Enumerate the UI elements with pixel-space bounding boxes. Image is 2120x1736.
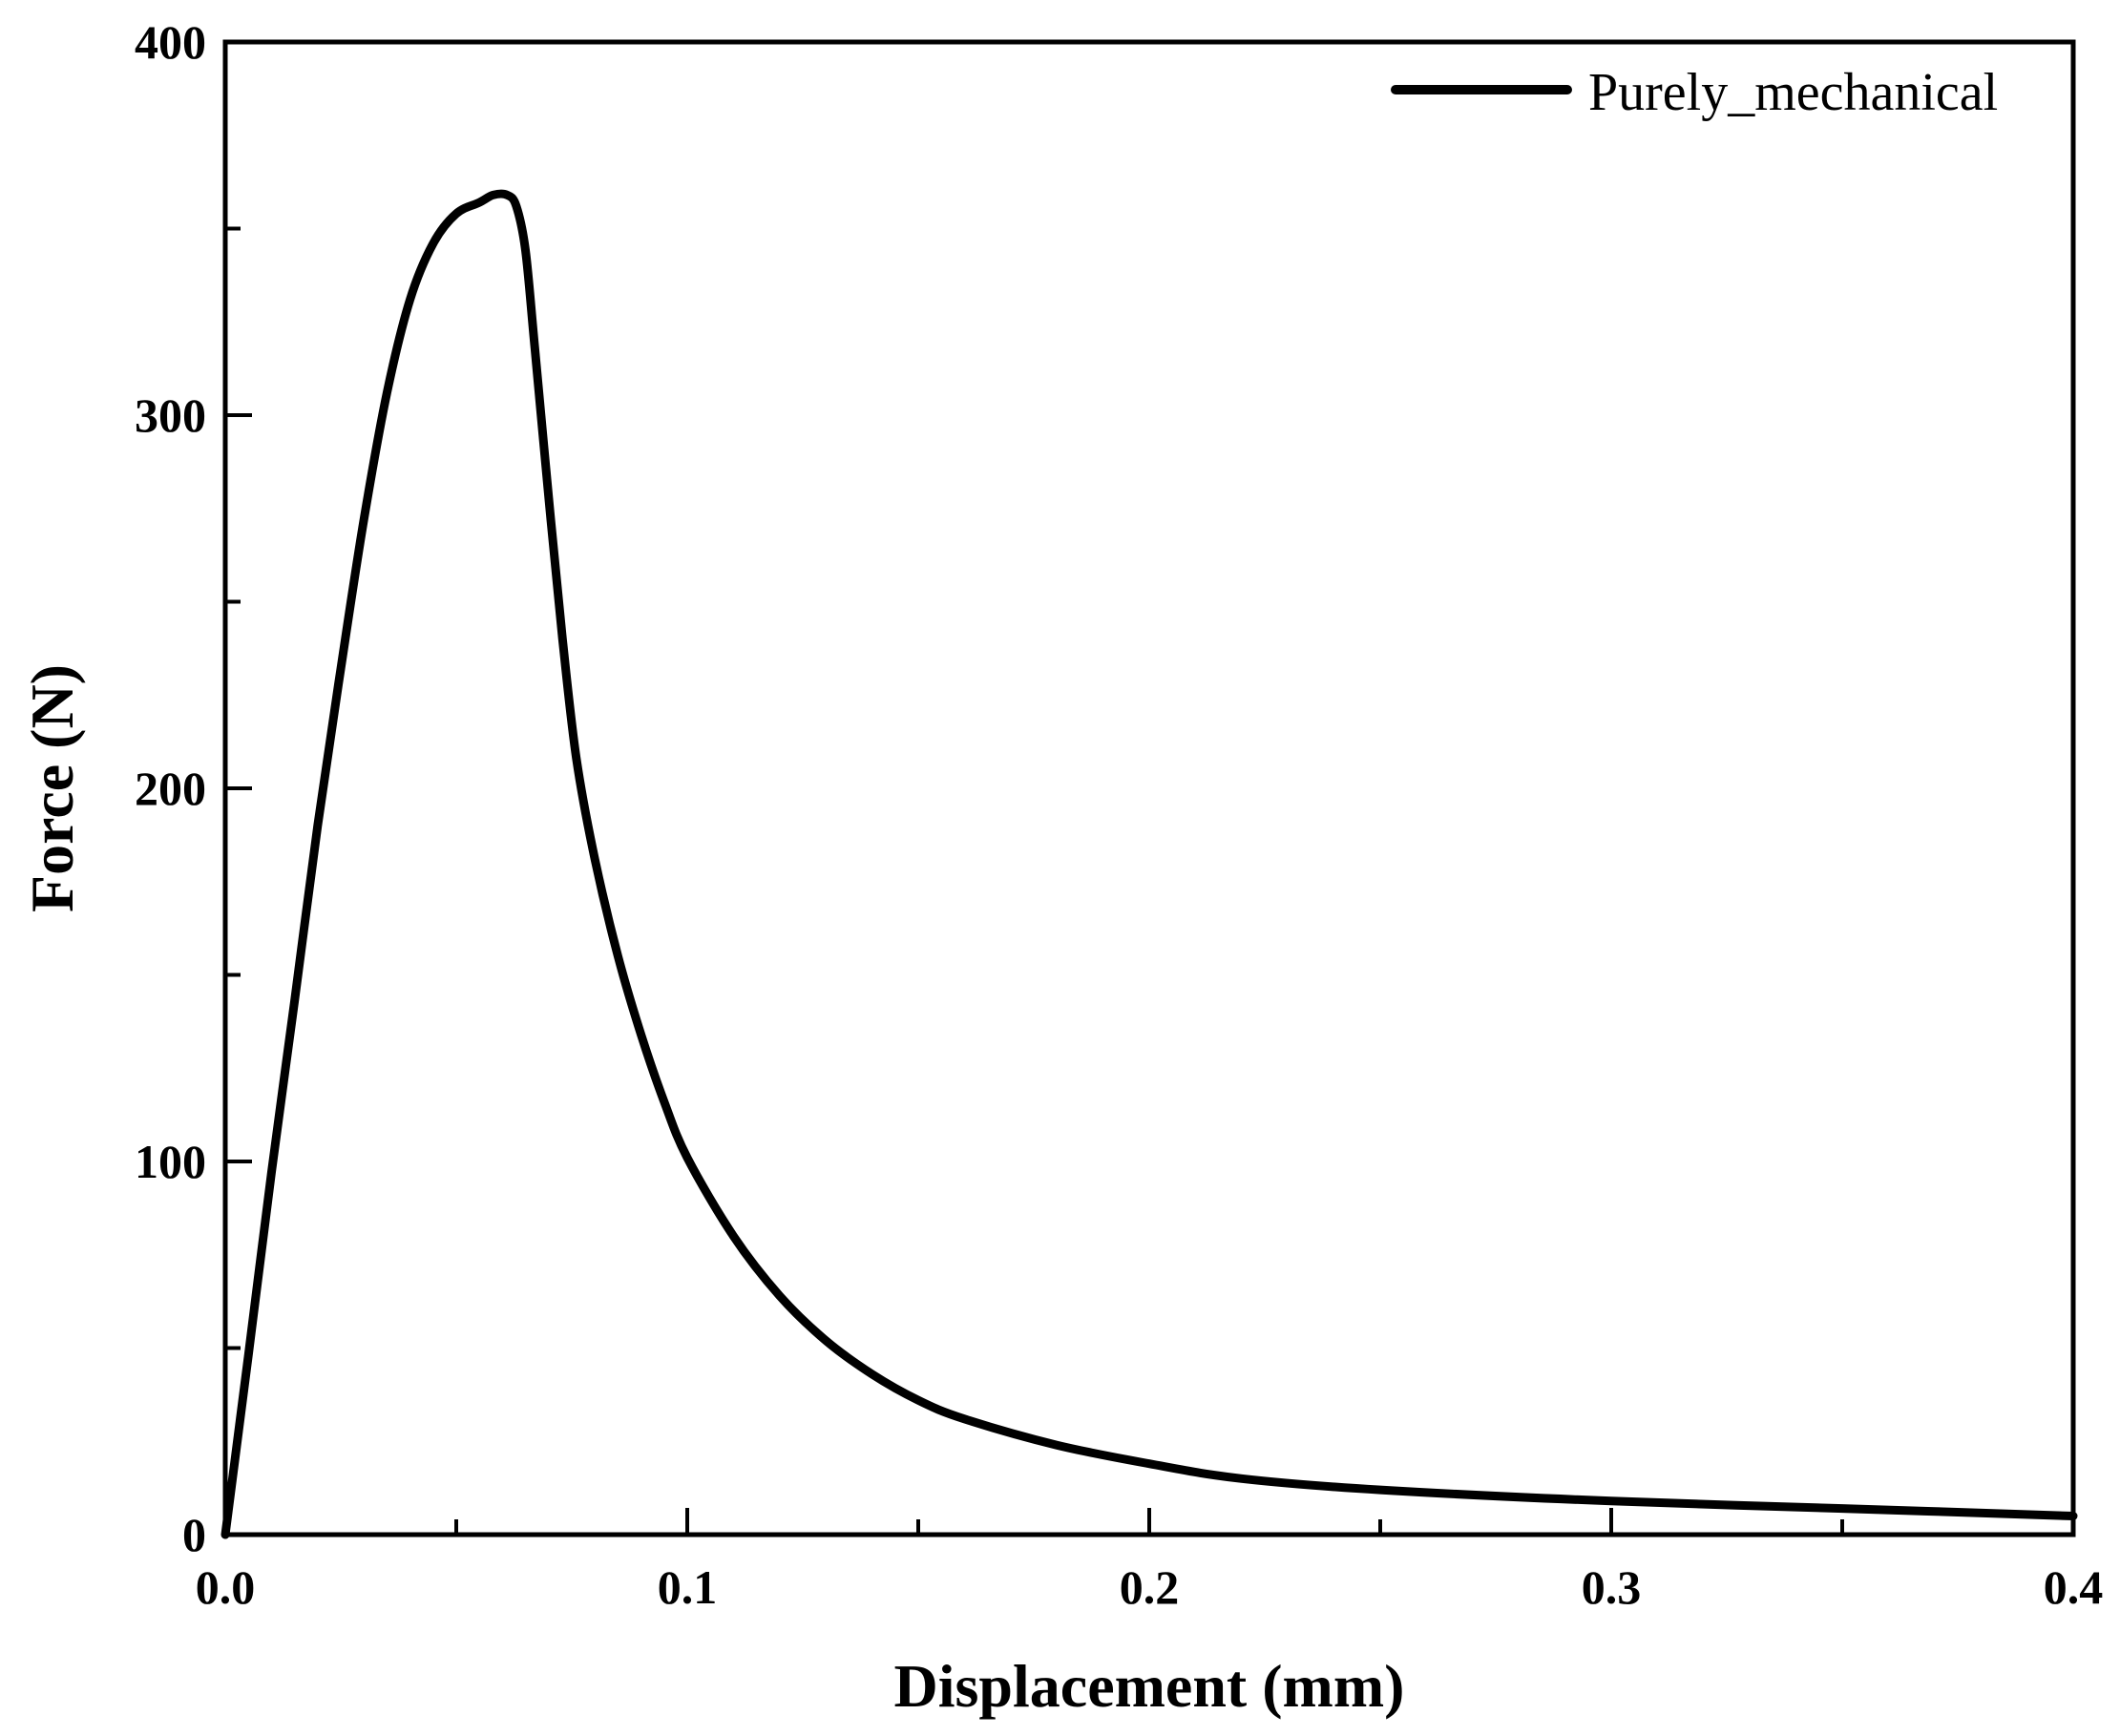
x-tick-label-0-3: 0.3 — [1582, 1560, 1642, 1614]
x-tick-label-0-2: 0.2 — [1120, 1560, 1180, 1614]
x-axis-title: Displacement (mm) — [894, 1652, 1405, 1720]
y-axis-ticks: 0 100 200 300 400 — [135, 15, 252, 1561]
x-tick-label-0-4: 0.4 — [2044, 1560, 2104, 1614]
plot-frame — [222, 39, 2076, 1537]
y-tick-label-200: 200 — [135, 762, 206, 815]
legend-label-purely-mechanical: Purely_mechanical — [1588, 63, 1998, 122]
x-tick-label-0-1: 0.1 — [658, 1560, 718, 1614]
y-axis-title: Force (N) — [18, 664, 86, 912]
legend: Purely_mechanical — [1391, 63, 1998, 122]
y-tick-label-300: 300 — [135, 388, 206, 442]
x-tick-label-0-0: 0.0 — [196, 1560, 256, 1614]
x-axis-ticks: 0.0 0.1 0.2 0.3 0.4 — [196, 1508, 2104, 1614]
series-line-purely-mechanical — [220, 189, 2078, 1539]
y-tick-label-400: 400 — [135, 15, 206, 69]
y-tick-label-100: 100 — [135, 1135, 206, 1188]
plot-layer — [220, 189, 2078, 1539]
y-tick-label-0: 0 — [182, 1508, 206, 1561]
